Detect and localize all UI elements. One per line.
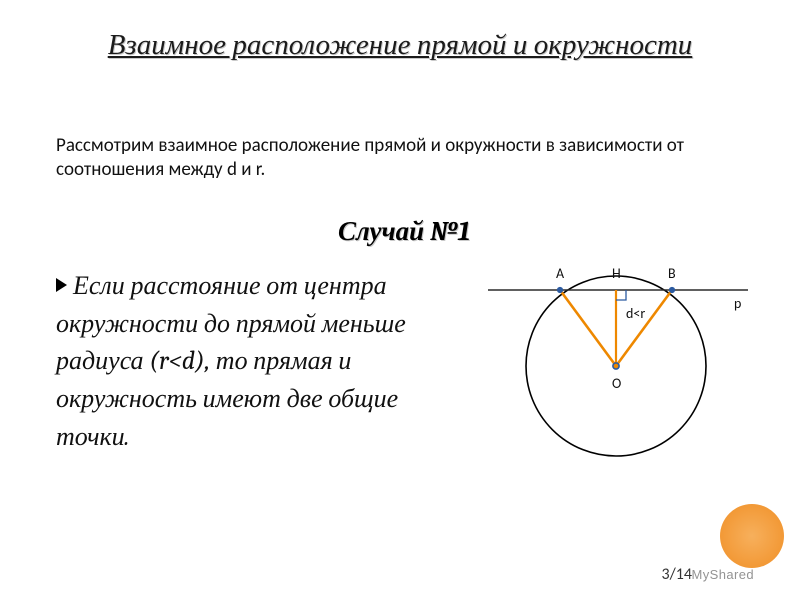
- diagram-svg: A H B O p d<r: [486, 256, 766, 476]
- circle-line-diagram: A H B O p d<r: [486, 256, 766, 476]
- label-H: H: [612, 265, 621, 282]
- body-text: Если расстояние от центра окружности до …: [56, 268, 466, 456]
- point-A: [557, 287, 563, 293]
- label-B: B: [668, 265, 676, 282]
- case-title: Случай №1: [56, 216, 752, 247]
- segment-OB: [616, 290, 672, 366]
- bullet-icon: [56, 278, 67, 292]
- point-B: [669, 287, 675, 293]
- corner-decoration: [720, 504, 784, 568]
- slide-title: Взаимное расположение прямой и окружност…: [0, 28, 800, 64]
- body-paragraph: Если расстояние от центра окружности до …: [56, 271, 406, 452]
- watermark: MyShared: [692, 567, 754, 582]
- label-O: O: [612, 375, 621, 392]
- label-p: p: [734, 295, 741, 312]
- page-number: 3/14: [661, 565, 692, 584]
- point-O: [613, 363, 619, 369]
- right-angle-icon: [616, 290, 626, 300]
- slide: Взаимное расположение прямой и окружност…: [0, 0, 800, 600]
- label-A: A: [556, 265, 565, 282]
- intro-text: Рассмотрим взаимное расположение прямой …: [56, 134, 752, 182]
- label-d: d<r: [626, 305, 645, 322]
- segment-OA: [560, 290, 616, 366]
